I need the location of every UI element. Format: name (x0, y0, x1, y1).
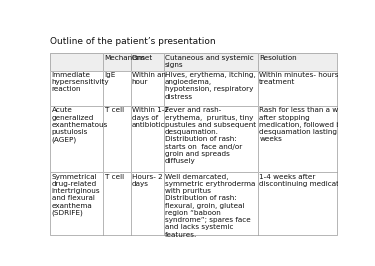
Bar (104, 71, 130, 106)
Bar (104, 172, 130, 235)
Text: Fever and rash-
erythema,  pruritus, tiny
pustules and subsequent
desquamation.
: Fever and rash- erythema, pruritus, tiny… (165, 107, 256, 164)
Text: T cell: T cell (105, 174, 124, 180)
Text: Within 1-2
days of
antibiotic: Within 1-2 days of antibiotic (132, 107, 169, 128)
Bar (164, 71, 258, 106)
Bar (164, 106, 258, 172)
Bar (50, 53, 104, 71)
Bar (130, 106, 164, 172)
Bar (130, 172, 164, 235)
Text: Within minutes- hours of
treatment: Within minutes- hours of treatment (259, 72, 348, 85)
Bar (50, 172, 104, 235)
Text: Rash for less than a week
after stopping
medication, followed by
desquamation la: Rash for less than a week after stopping… (259, 107, 352, 142)
Bar (164, 172, 258, 235)
Bar (258, 53, 337, 71)
Text: Hours- 2
days: Hours- 2 days (132, 174, 162, 187)
Text: Outline of the patient’s presentation: Outline of the patient’s presentation (50, 37, 216, 46)
Text: Cutaneous and systemic
signs: Cutaneous and systemic signs (165, 55, 254, 68)
Text: 1-4 weeks after
discontinuing medication: 1-4 weeks after discontinuing medication (259, 174, 350, 187)
Bar (130, 172, 164, 235)
Bar (164, 53, 258, 71)
Text: Onset: Onset (132, 55, 153, 61)
Text: Symmetrical
drug-related
intertriginous
and flexural
exanthema
(SDRIFE): Symmetrical drug-related intertriginous … (51, 174, 100, 217)
Bar (130, 106, 164, 172)
Text: Hives, erythema, itching,
angioedema,
hypotension, respiratory
distress: Hives, erythema, itching, angioedema, hy… (165, 72, 255, 100)
Bar (130, 71, 164, 106)
Bar (258, 71, 337, 106)
Bar (104, 106, 130, 172)
Bar (50, 71, 104, 106)
Bar (130, 53, 164, 71)
Bar (258, 172, 337, 235)
Bar (258, 53, 337, 71)
Bar (50, 71, 104, 106)
Text: Mechanism: Mechanism (105, 55, 146, 61)
Bar (104, 106, 130, 172)
Text: IgE: IgE (105, 72, 116, 78)
Bar (164, 172, 258, 235)
Bar (50, 106, 104, 172)
Bar (104, 53, 130, 71)
Bar (50, 172, 104, 235)
Text: Within an
hour: Within an hour (132, 72, 166, 85)
Bar (164, 53, 258, 71)
Text: Resolution: Resolution (259, 55, 297, 61)
Bar (104, 53, 130, 71)
Bar (258, 172, 337, 235)
Bar (130, 53, 164, 71)
Text: T cell: T cell (105, 107, 124, 113)
Text: Acute
generalized
exanthematous
pustulosis
(AGEP): Acute generalized exanthematous pustulos… (51, 107, 108, 143)
Bar (164, 106, 258, 172)
Bar (104, 172, 130, 235)
Bar (130, 71, 164, 106)
Bar (50, 106, 104, 172)
Bar (258, 71, 337, 106)
Bar (258, 106, 337, 172)
Bar (104, 71, 130, 106)
Bar (258, 106, 337, 172)
Bar (50, 53, 104, 71)
Text: Immediate
hypersensitivity
reaction: Immediate hypersensitivity reaction (51, 72, 109, 92)
Text: Well demarcated,
symmetric erythroderma
with pruritus
Distribution of rash:
flex: Well demarcated, symmetric erythroderma … (165, 174, 255, 238)
Bar (164, 71, 258, 106)
